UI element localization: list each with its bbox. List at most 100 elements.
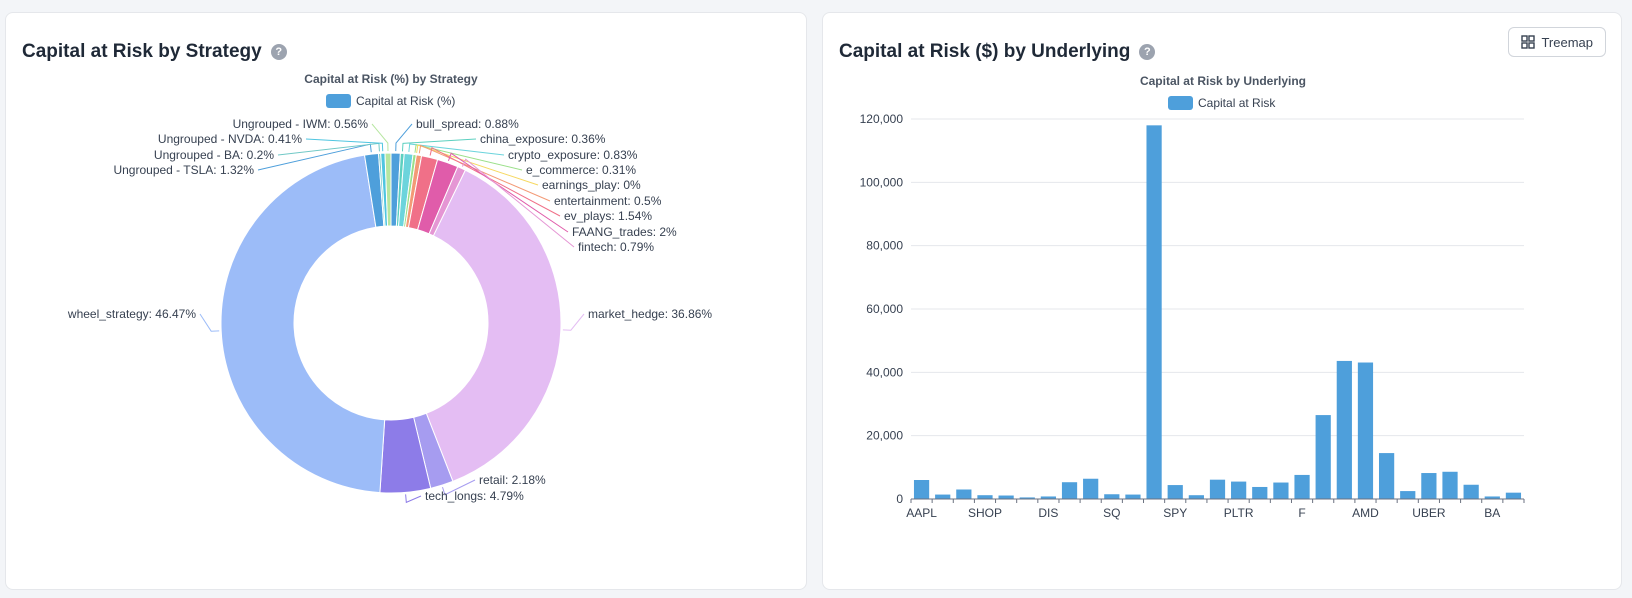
strategy-panel: Capital at Risk by Strategy ? Capital at… <box>5 12 807 590</box>
leader-line-bull-spread <box>395 123 413 152</box>
bar-chart-title: Capital at Risk by Underlying <box>1140 74 1306 88</box>
slice-label-ungrouped-ba: Ungrouped - BA: 0.2% <box>154 148 274 162</box>
bar[interactable] <box>1231 481 1247 499</box>
slice-label-ungrouped-tsla: Ungrouped - TSLA: 1.32% <box>113 163 254 177</box>
bar[interactable] <box>1484 496 1500 499</box>
leader-line-entertainment <box>418 144 551 202</box>
slice-label-wheel-strategy: wheel_strategy: 46.47% <box>67 307 196 321</box>
bar[interactable] <box>1209 479 1226 499</box>
bar[interactable] <box>998 495 1014 499</box>
bar[interactable] <box>1167 485 1183 499</box>
slice-ungrouped-iwm[interactable] <box>384 152 392 227</box>
leader-line-wheel-strategy <box>199 313 220 332</box>
bar[interactable] <box>977 495 993 499</box>
underlying-panel-title: Capital at Risk ($) by Underlying ? <box>839 41 1156 63</box>
slice-label-ungrouped-iwm: Ungrouped - IWM: 0.56% <box>233 117 369 131</box>
leader-line-retail <box>442 479 476 496</box>
bar[interactable] <box>1315 415 1331 499</box>
underlying-bar-chart: Capital at Risk by Underlying Capital at … <box>860 74 1525 520</box>
x-tick-label: SHOP <box>968 506 1002 520</box>
x-tick-label: DIS <box>1038 506 1058 520</box>
bar[interactable] <box>1061 482 1078 499</box>
x-tick-label: AMD <box>1352 506 1379 520</box>
slice-label-faang-trades: FAANG_trades: 2% <box>572 225 677 239</box>
y-tick-label: 20,000 <box>866 429 903 443</box>
grid-icon <box>1521 35 1536 49</box>
slice-label-crypto-exposure: crypto_exposure: 0.83% <box>508 148 638 162</box>
x-tick-label: SPY <box>1163 506 1187 520</box>
bar[interactable] <box>1421 473 1437 499</box>
bar[interactable] <box>1083 478 1099 499</box>
bar[interactable] <box>935 494 951 499</box>
x-tick-label: PLTR <box>1224 506 1254 520</box>
leader-line-e-commerce <box>414 144 523 171</box>
bar[interactable] <box>1188 495 1204 499</box>
y-tick-label: 60,000 <box>866 302 903 316</box>
bar[interactable] <box>1378 453 1395 499</box>
x-tick-label: SQ <box>1103 506 1120 520</box>
bar[interactable] <box>1294 474 1310 499</box>
treemap-button[interactable]: Treemap <box>1508 27 1606 57</box>
slice-label-fintech: fintech: 0.79% <box>578 240 654 254</box>
leader-line-china-exposure <box>401 138 477 152</box>
bar[interactable] <box>1125 494 1141 499</box>
question-circle-icon[interactable]: ? <box>1139 44 1156 60</box>
y-tick-label: 100,000 <box>860 175 904 189</box>
leader-line-tech-longs <box>405 494 422 504</box>
leader-line-crypto-exposure <box>408 143 505 156</box>
bar[interactable] <box>1104 494 1120 499</box>
bar[interactable] <box>1442 471 1458 499</box>
y-tick-label: 120,000 <box>860 112 904 126</box>
bar[interactable] <box>1336 360 1352 499</box>
legend-label[interactable]: Capital at Risk (%) <box>356 94 455 108</box>
treemap-button-label: Treemap <box>1541 34 1593 50</box>
bar[interactable] <box>1019 497 1035 499</box>
leader-line-fintech <box>461 158 575 248</box>
leader-line-ev-plays <box>429 146 561 217</box>
slice-label-market-hedge: market_hedge: 36.86% <box>588 307 712 321</box>
bar[interactable] <box>1400 491 1416 499</box>
leader-line-ungrouped-iwm <box>371 123 389 152</box>
question-circle-icon[interactable]: ? <box>270 44 287 60</box>
slice-label-china-exposure: china_exposure: 0.36% <box>480 132 606 146</box>
slice-label-e-commerce: e_commerce: 0.31% <box>526 163 636 177</box>
slice-wheel-strategy[interactable] <box>220 154 386 494</box>
legend-swatch[interactable] <box>1168 96 1193 110</box>
strategy-panel-title-text: Capital at Risk by Strategy <box>22 41 262 62</box>
bar[interactable] <box>1357 362 1374 499</box>
slice-label-tech-longs: tech_longs: 4.79% <box>425 489 524 503</box>
slice-label-retail: retail: 2.18% <box>479 473 546 487</box>
y-tick-label: 40,000 <box>866 365 903 379</box>
bar[interactable] <box>1146 125 1162 499</box>
bar[interactable] <box>1252 486 1268 499</box>
leader-line-ungrouped-nvda <box>305 138 384 152</box>
underlying-panel: Capital at Risk ($) by Underlying ? Tree… <box>822 12 1622 590</box>
x-tick-label: BA <box>1484 506 1500 520</box>
leader-line-faang-trades <box>447 152 569 233</box>
underlying-panel-title-text: Capital at Risk ($) by Underlying <box>839 41 1131 62</box>
x-tick-label: AAPL <box>906 506 937 520</box>
slice-label-ev-plays: ev_plays: 1.54% <box>564 209 652 223</box>
strategy-donut-chart: Capital at Risk (%) by Strategy Capital a… <box>67 72 712 504</box>
slice-label-earnings-play: earnings_play: 0% <box>542 178 641 192</box>
bar[interactable] <box>1040 496 1057 499</box>
y-tick-label: 0 <box>896 492 903 506</box>
slice-label-entertainment: entertainment: 0.5% <box>554 194 662 208</box>
x-tick-label: UBER <box>1412 506 1446 520</box>
x-tick-label: F <box>1298 506 1305 520</box>
strategy-panel-title: Capital at Risk by Strategy ? <box>22 41 287 63</box>
bar[interactable] <box>913 480 930 499</box>
legend-swatch[interactable] <box>326 94 351 108</box>
slice-label-ungrouped-nvda: Ungrouped - NVDA: 0.41% <box>158 132 302 146</box>
bar[interactable] <box>1505 492 1522 499</box>
bar[interactable] <box>956 489 972 500</box>
bar[interactable] <box>1463 484 1479 499</box>
donut-title: Capital at Risk (%) by Strategy <box>304 72 478 86</box>
leader-line-earnings-play <box>416 144 539 186</box>
bar[interactable] <box>1273 482 1289 499</box>
slice-market-hedge[interactable] <box>425 169 562 482</box>
leader-line-market-hedge <box>562 313 585 331</box>
slice-label-bull-spread: bull_spread: 0.88% <box>416 117 519 131</box>
y-tick-label: 80,000 <box>866 239 903 253</box>
legend-label[interactable]: Capital at Risk <box>1198 96 1276 110</box>
